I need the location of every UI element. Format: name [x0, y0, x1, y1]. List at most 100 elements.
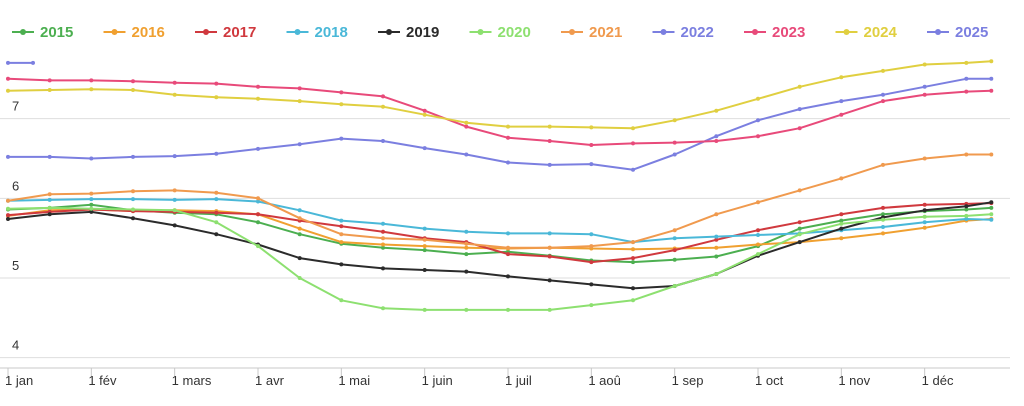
data-point: [672, 257, 677, 262]
data-point: [547, 254, 552, 259]
data-point: [172, 223, 177, 228]
x-axis: 1 jan 1 fév 1 mars 1 avr 1 mai 1 juin 1 juil 1 …: [0, 367, 1010, 388]
data-point: [989, 217, 994, 222]
data-point: [922, 214, 927, 219]
legend-item-2022[interactable]: 2022: [652, 24, 714, 41]
data-point: [589, 303, 594, 308]
data-point: [881, 205, 885, 210]
data-point: [989, 59, 994, 64]
legend-marker: [477, 29, 484, 35]
legend-item-2020[interactable]: 2020: [469, 24, 531, 41]
data-point: [339, 262, 344, 267]
data-point: [714, 237, 719, 242]
data-point: [214, 220, 219, 225]
data-point: [672, 140, 677, 145]
x-tick-label: 1 jan: [5, 373, 33, 388]
data-point: [339, 136, 344, 141]
data-point: [172, 154, 177, 159]
data-point: [6, 213, 10, 218]
data-point: [297, 256, 302, 261]
data-point: [547, 139, 552, 143]
legend-label: 2024: [864, 24, 898, 41]
data-point: [797, 126, 802, 131]
legend-label: 2020: [498, 24, 531, 41]
data-point: [339, 232, 344, 237]
data-point: [256, 96, 260, 101]
data-point: [714, 139, 719, 143]
data-point: [464, 241, 469, 246]
series-line-2024: [7, 60, 993, 130]
y-axis-labels: 4 5 6 7: [12, 99, 19, 353]
data-point: [381, 236, 385, 241]
data-point: [839, 112, 844, 117]
legend-item-2017[interactable]: 2017: [195, 24, 256, 41]
data-point: [339, 102, 344, 107]
legend-item-2015[interactable]: 2015: [12, 24, 73, 41]
legend-item-2023[interactable]: 2023: [744, 24, 805, 41]
legend-label: 2022: [681, 24, 714, 41]
data-point: [89, 209, 94, 214]
data-point: [714, 134, 719, 139]
data-point: [797, 107, 802, 112]
data-point: [256, 220, 260, 225]
data-point: [297, 208, 302, 213]
data-point: [381, 94, 385, 99]
legend-label: 2021: [589, 24, 622, 41]
legend-item-2025[interactable]: 2025: [927, 24, 988, 41]
data-point: [589, 232, 594, 237]
data-point: [672, 152, 677, 157]
legend-label: 2019: [406, 24, 439, 41]
data-point: [214, 151, 219, 156]
data-point: [714, 212, 719, 217]
data-point: [589, 244, 594, 249]
legend-item-2021[interactable]: 2021: [561, 24, 622, 41]
legend-item-2019[interactable]: 2019: [378, 24, 439, 41]
data-point: [339, 224, 344, 229]
legend-item-2018[interactable]: 2018: [286, 24, 348, 41]
y-tick-label: 7: [12, 99, 19, 114]
data-point: [631, 126, 635, 131]
data-point: [256, 146, 260, 151]
data-point: [839, 176, 844, 181]
data-point: [922, 208, 927, 213]
legend-label: 2016: [132, 24, 165, 41]
data-point: [631, 247, 635, 252]
legend[interactable]: 2015 2016 2017 2018 2019 2020 2021 2022 2023 2024…: [12, 24, 988, 41]
data-point: [256, 196, 260, 201]
data-point: [89, 78, 94, 83]
data-point: [714, 245, 719, 250]
data-point: [756, 118, 760, 123]
data-point: [256, 199, 260, 204]
data-point: [339, 240, 344, 245]
data-point: [506, 160, 510, 165]
data-point: [922, 156, 927, 161]
data-point: [756, 242, 760, 247]
data-point: [131, 207, 135, 212]
x-tick-label: 1 fév: [88, 373, 117, 388]
data-point: [839, 218, 844, 223]
y-tick-label: 5: [12, 258, 19, 273]
data-point: [672, 236, 677, 241]
series-2025: [6, 60, 35, 65]
series-2023: [6, 76, 994, 147]
data-point: [381, 229, 385, 234]
legend-item-2024[interactable]: 2024: [835, 24, 898, 41]
x-tick-label: 1 mai: [338, 373, 370, 388]
legend-item-2016[interactable]: 2016: [103, 24, 165, 41]
data-point: [464, 229, 469, 234]
data-point: [464, 152, 469, 157]
data-point: [131, 197, 135, 202]
series-line-2020: [7, 206, 993, 311]
data-point: [6, 60, 10, 65]
series-line-2023: [7, 77, 993, 146]
x-tick-label: 1 déc: [922, 373, 954, 388]
data-point: [547, 278, 552, 283]
data-point: [547, 124, 552, 129]
data-point: [989, 76, 994, 81]
data-point: [297, 142, 302, 147]
data-point: [422, 146, 427, 151]
data-point: [339, 90, 344, 95]
data-point: [89, 206, 94, 211]
data-point: [89, 202, 94, 207]
data-point: [922, 220, 927, 225]
